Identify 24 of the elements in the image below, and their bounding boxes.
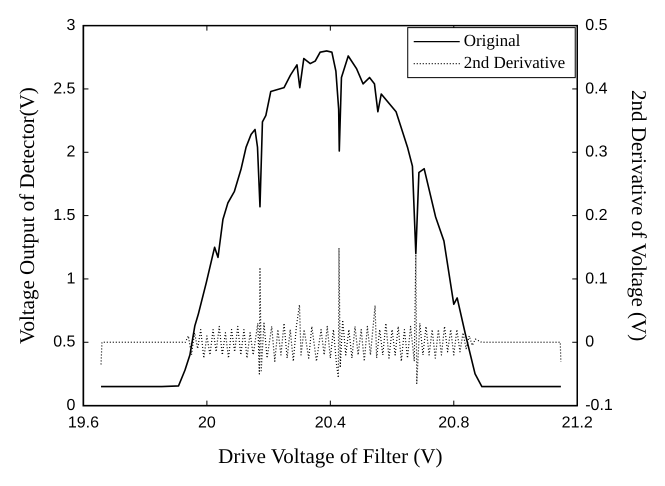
y-tick-label: 2 <box>66 144 76 161</box>
y-tick-label: 2.5 <box>53 80 76 98</box>
y2-axis-title: 2nd Derivative of Voltage (V) <box>626 90 651 342</box>
y2-tick-label: 0.3 <box>585 144 608 161</box>
x-tick-label: 20.4 <box>314 414 346 432</box>
x-axis-title: Drive Voltage of Filter (V) <box>218 444 443 468</box>
y-tick-label: 0 <box>66 397 76 414</box>
x-tick-label: 20 <box>198 414 216 432</box>
y2-tick-label: 0.5 <box>585 17 608 34</box>
y-tick-label: 1 <box>66 270 76 288</box>
y-tick-label: 1.5 <box>53 207 76 224</box>
y2-tick-label: -0.1 <box>585 397 613 414</box>
y-axis-title: Voltage Output of Detector(V) <box>15 87 40 344</box>
y2-tick-label: 0.1 <box>585 270 608 288</box>
x-tick-label: 21.2 <box>562 414 593 432</box>
y2-tick-label: 0.2 <box>585 207 608 224</box>
y2-tick-label: 0.4 <box>585 80 608 98</box>
y2-tick-label: 0 <box>585 334 594 351</box>
y-tick-label: 3 <box>66 17 76 34</box>
legend-label: 2nd Derivative <box>464 53 566 72</box>
x-tick-label: 19.6 <box>68 414 100 432</box>
y-tick-label: 0.5 <box>53 334 76 351</box>
legend-label: Original <box>464 31 521 50</box>
x-tick-label: 20.8 <box>438 414 470 432</box>
